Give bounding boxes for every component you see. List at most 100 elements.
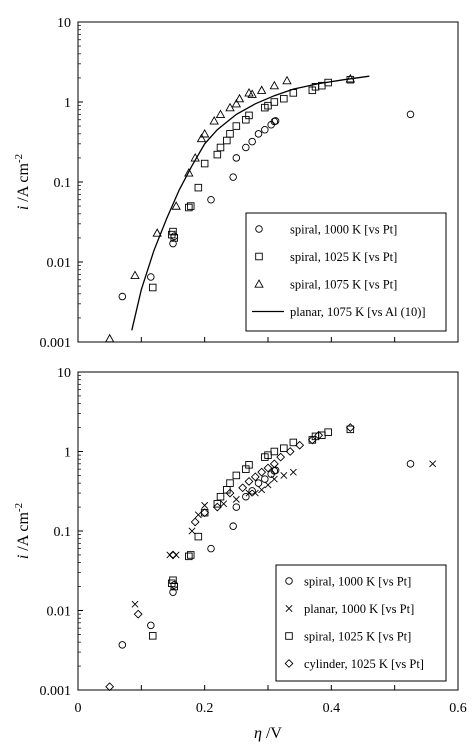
data-point <box>194 532 203 541</box>
legend: spiral, 1000 K [vs Pt] spiral, 1025 K [vs… <box>245 212 447 332</box>
series-line <box>131 75 370 331</box>
data-point <box>171 201 181 210</box>
x-axis-ticks <box>77 337 459 342</box>
x-tick-label: 0 <box>75 701 82 716</box>
data-point <box>185 203 193 212</box>
data-point <box>247 89 257 98</box>
data-point <box>194 183 203 192</box>
data-point <box>188 527 196 535</box>
data-point <box>130 270 140 280</box>
data-point <box>147 621 155 630</box>
top-panel: 0.001 0.01 0.1 1 10 i /A cm-2 spiral, 1000 K… <box>13 16 459 351</box>
data-point <box>207 544 215 553</box>
data-point <box>285 447 295 456</box>
data-point <box>282 75 292 85</box>
data-point <box>220 500 228 508</box>
legend-box <box>275 564 447 682</box>
data-point <box>429 460 437 468</box>
series-circle <box>118 460 415 649</box>
data-point <box>185 552 193 561</box>
x-axis-ticks: 0 0.2 0.4 0.6 <box>75 685 467 716</box>
y-tick-label: 10 <box>57 16 71 31</box>
data-point <box>223 136 231 145</box>
data-point <box>234 93 245 103</box>
data-point <box>169 588 177 596</box>
data-point <box>226 130 234 138</box>
data-point <box>261 475 269 483</box>
y-tick-label: 10 <box>57 366 71 381</box>
data-point <box>263 463 273 473</box>
y-tick-label: 0.001 <box>40 336 72 351</box>
data-point <box>131 600 139 608</box>
data-point <box>269 459 279 469</box>
data-point <box>196 133 207 143</box>
data-point <box>406 460 415 468</box>
data-point <box>170 582 179 591</box>
y-tick-label: 0.01 <box>47 256 72 271</box>
data-point <box>232 495 240 503</box>
legend-marker <box>284 659 294 668</box>
data-point <box>264 481 272 489</box>
data-point <box>213 150 222 159</box>
data-point <box>289 438 298 447</box>
data-point <box>245 111 253 120</box>
data-point <box>231 98 242 108</box>
data-point <box>216 143 225 152</box>
data-point <box>276 452 286 462</box>
data-point <box>245 489 253 497</box>
y-axis-label: i /A cm-2 <box>13 154 32 210</box>
data-point <box>269 80 280 90</box>
data-point <box>232 503 241 511</box>
data-point <box>168 550 178 560</box>
data-point <box>216 492 225 501</box>
y-tick-label: 1 <box>64 96 71 111</box>
data-point <box>232 154 241 162</box>
legend-label: spiral, 1000 K [vs Pt] <box>304 575 411 589</box>
data-point <box>242 492 250 501</box>
data-point <box>251 489 259 497</box>
y-tick-label: 0.1 <box>54 176 72 191</box>
data-point <box>307 435 317 445</box>
legend-label: spiral, 1075 K [vs Pt] <box>290 278 397 292</box>
data-point <box>226 479 234 487</box>
data-point <box>261 125 269 134</box>
data-point <box>200 159 209 168</box>
data-point <box>254 130 263 138</box>
data-point <box>215 109 226 119</box>
y-tick-label: 0.1 <box>54 525 72 540</box>
data-point <box>148 283 157 292</box>
legend-marker <box>285 577 293 585</box>
data-point <box>169 239 177 248</box>
legend-label: planar, 1075 K [vs Al (10)] <box>290 305 426 319</box>
legend-marker <box>255 225 263 233</box>
data-point <box>270 98 279 106</box>
legend-label: spiral, 1025 K [vs Pt] <box>304 630 411 644</box>
data-point <box>256 85 267 94</box>
data-point <box>147 273 155 281</box>
data-series <box>104 73 415 343</box>
legend: spiral, 1000 K [vs Pt] planar, 1000 K [vs… <box>275 564 447 682</box>
data-point <box>152 228 162 237</box>
data-point <box>200 508 209 517</box>
data-point <box>242 143 250 152</box>
series-square <box>148 425 355 640</box>
data-point <box>199 128 210 138</box>
legend-marker <box>255 252 263 261</box>
x-tick-label: 0.2 <box>196 701 214 716</box>
data-point <box>254 479 263 487</box>
data-point <box>190 517 200 527</box>
data-point <box>314 430 324 440</box>
data-point <box>232 471 241 480</box>
x-tick-label: 0.4 <box>323 701 341 716</box>
data-point <box>248 487 256 495</box>
data-point <box>148 632 157 640</box>
x-tick-label: 0.6 <box>449 701 467 716</box>
data-point <box>213 500 222 508</box>
data-point <box>289 468 297 476</box>
data-point <box>271 466 280 475</box>
data-point <box>200 508 210 518</box>
data-point <box>186 202 195 210</box>
series-square <box>148 75 355 292</box>
data-point <box>280 471 288 479</box>
data-point <box>345 423 355 432</box>
